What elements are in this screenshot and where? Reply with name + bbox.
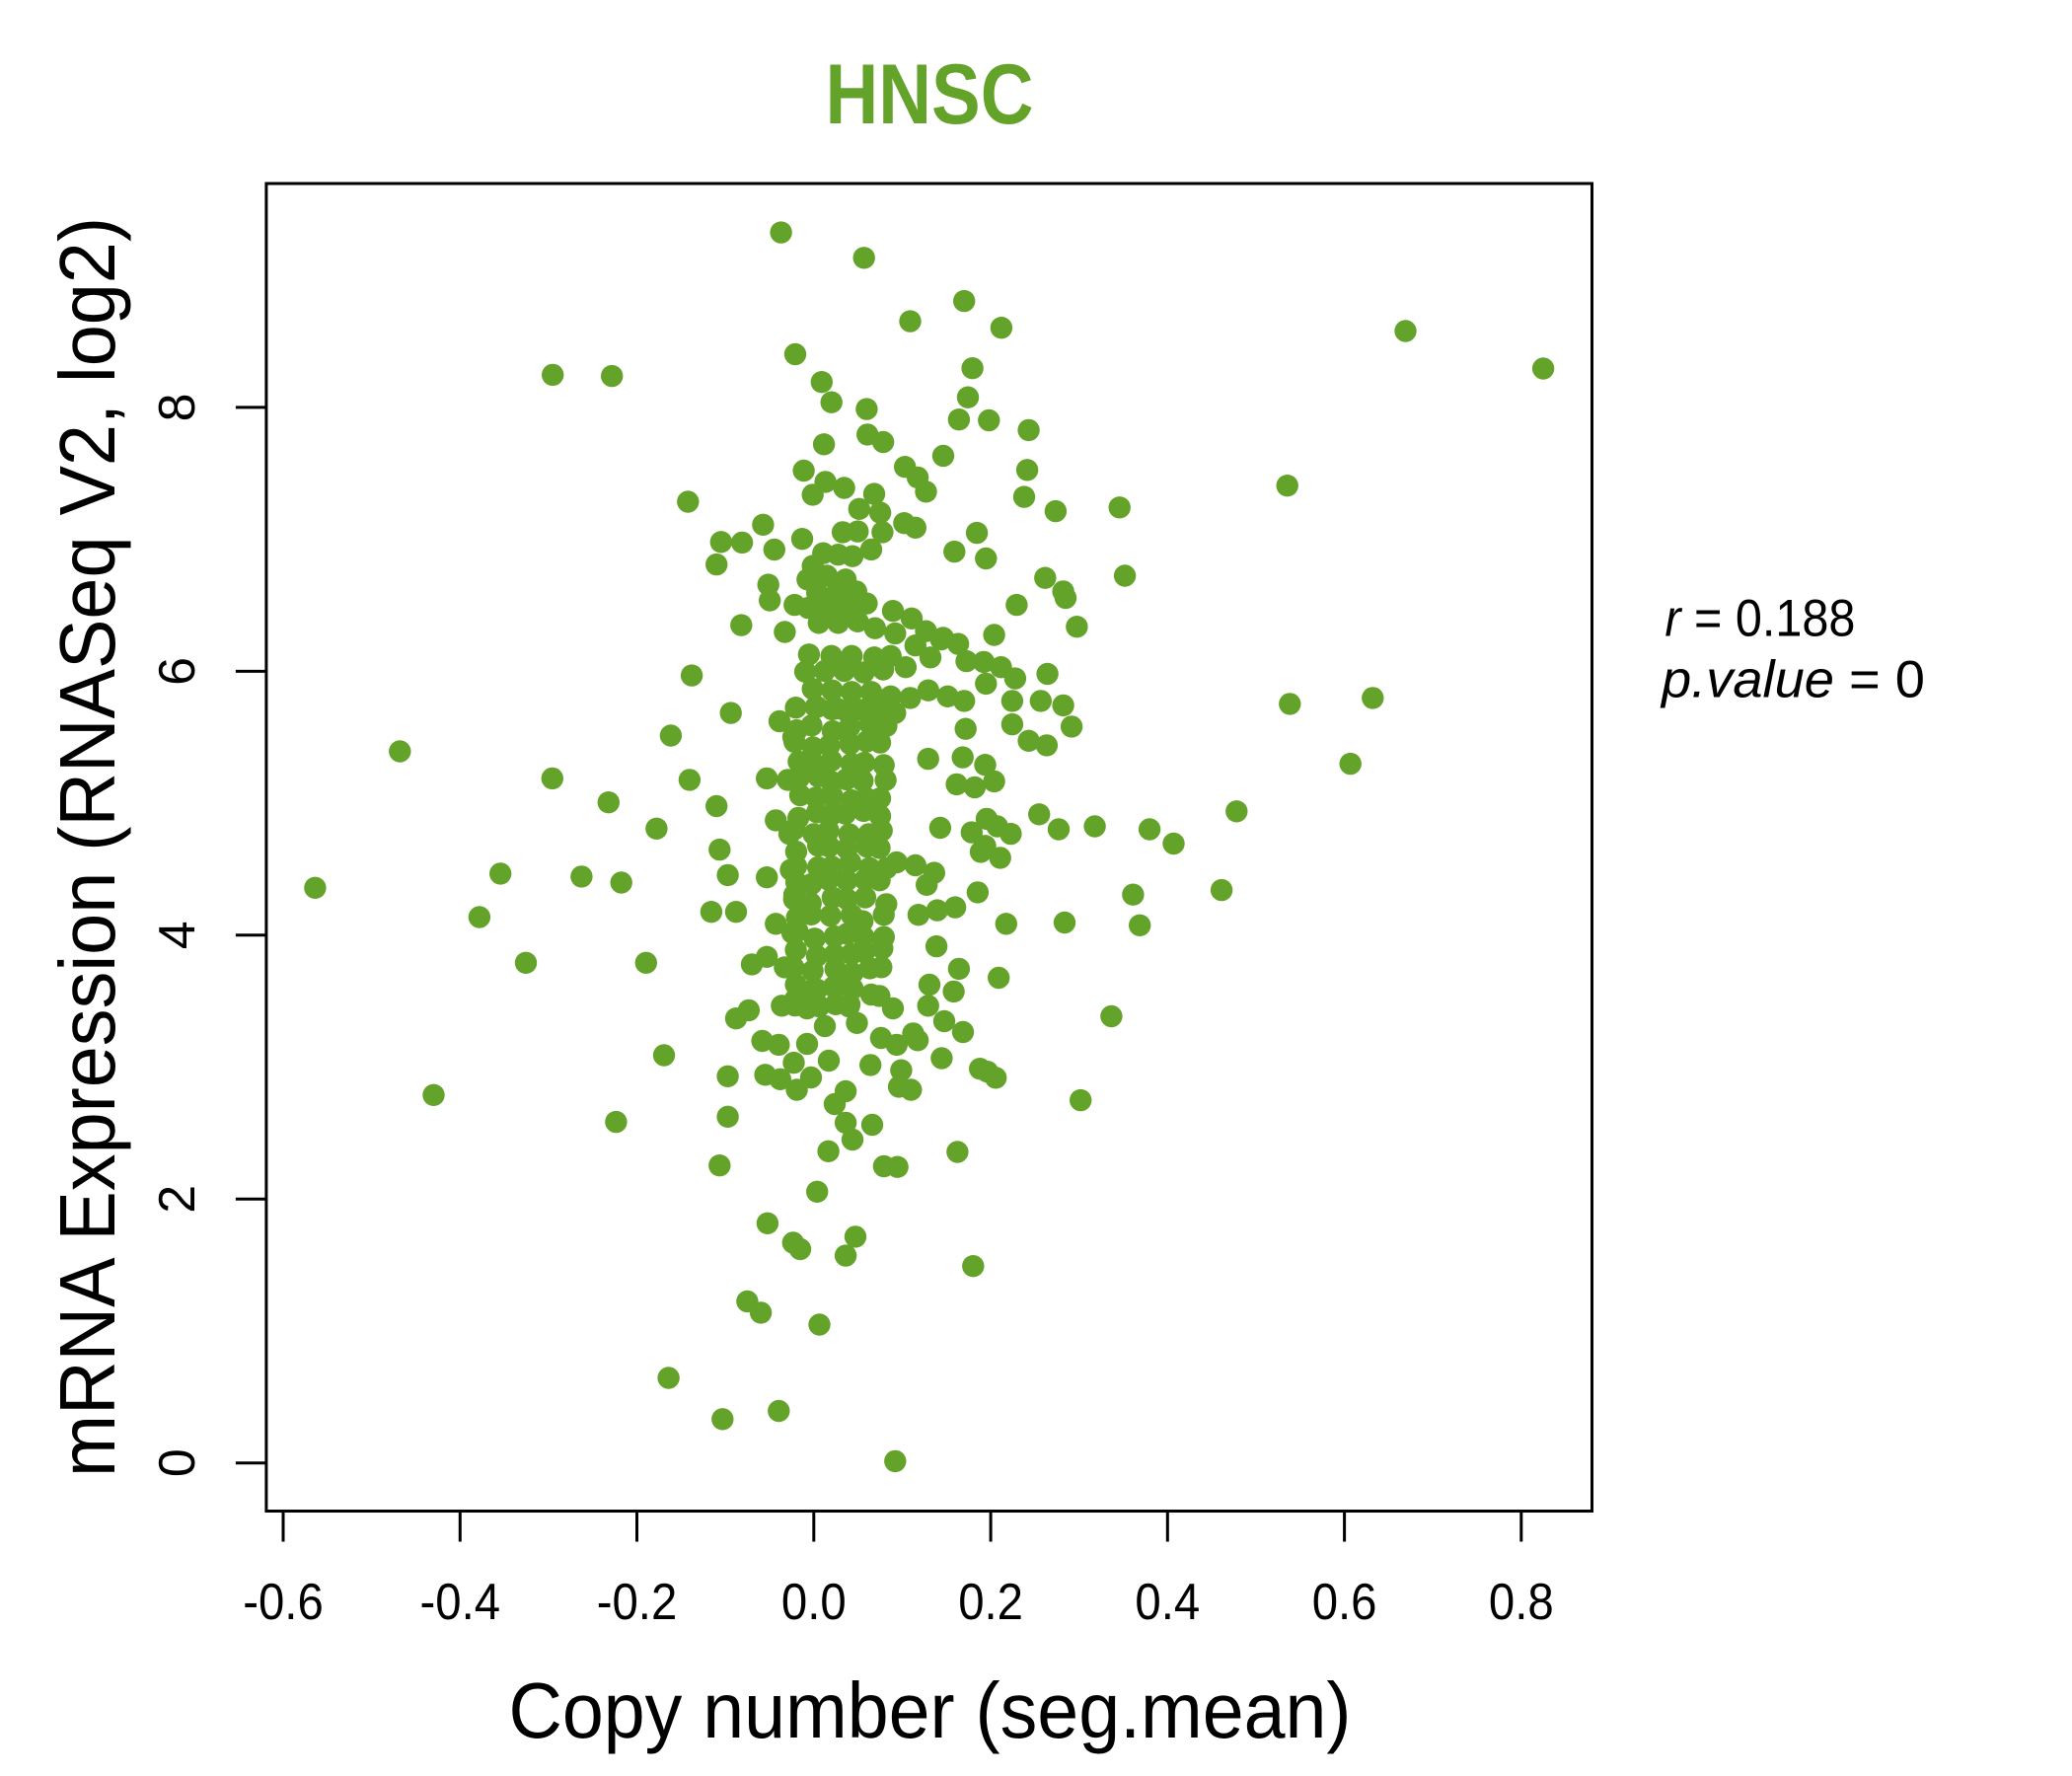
svg-text:0.4: 0.4 [1135, 1574, 1200, 1631]
svg-text:-0.4: -0.4 [420, 1574, 501, 1631]
svg-text:4: 4 [149, 921, 206, 949]
svg-text:0.2: 0.2 [958, 1574, 1023, 1631]
svg-text:-0.2: -0.2 [597, 1574, 678, 1631]
svg-text:Copy number (seg.mean): Copy number (seg.mean) [509, 1666, 1352, 1754]
svg-text:r = 0.188: r = 0.188 [1665, 589, 1855, 647]
svg-text:0.8: 0.8 [1489, 1574, 1554, 1631]
svg-text:8: 8 [149, 393, 206, 421]
svg-text:-0.6: -0.6 [243, 1574, 324, 1631]
svg-text:0: 0 [149, 1448, 206, 1477]
svg-text:mRNA Expression (RNASeq V2, lo: mRNA Expression (RNASeq V2, log2) [43, 217, 131, 1477]
svg-text:6: 6 [149, 657, 206, 686]
svg-text:p.value = 0: p.value = 0 [1660, 651, 1925, 709]
svg-text:2: 2 [149, 1185, 206, 1214]
svg-text:0.6: 0.6 [1312, 1574, 1377, 1631]
svg-text:0.0: 0.0 [781, 1574, 847, 1631]
svg-text:HNSC: HNSC [826, 47, 1034, 142]
